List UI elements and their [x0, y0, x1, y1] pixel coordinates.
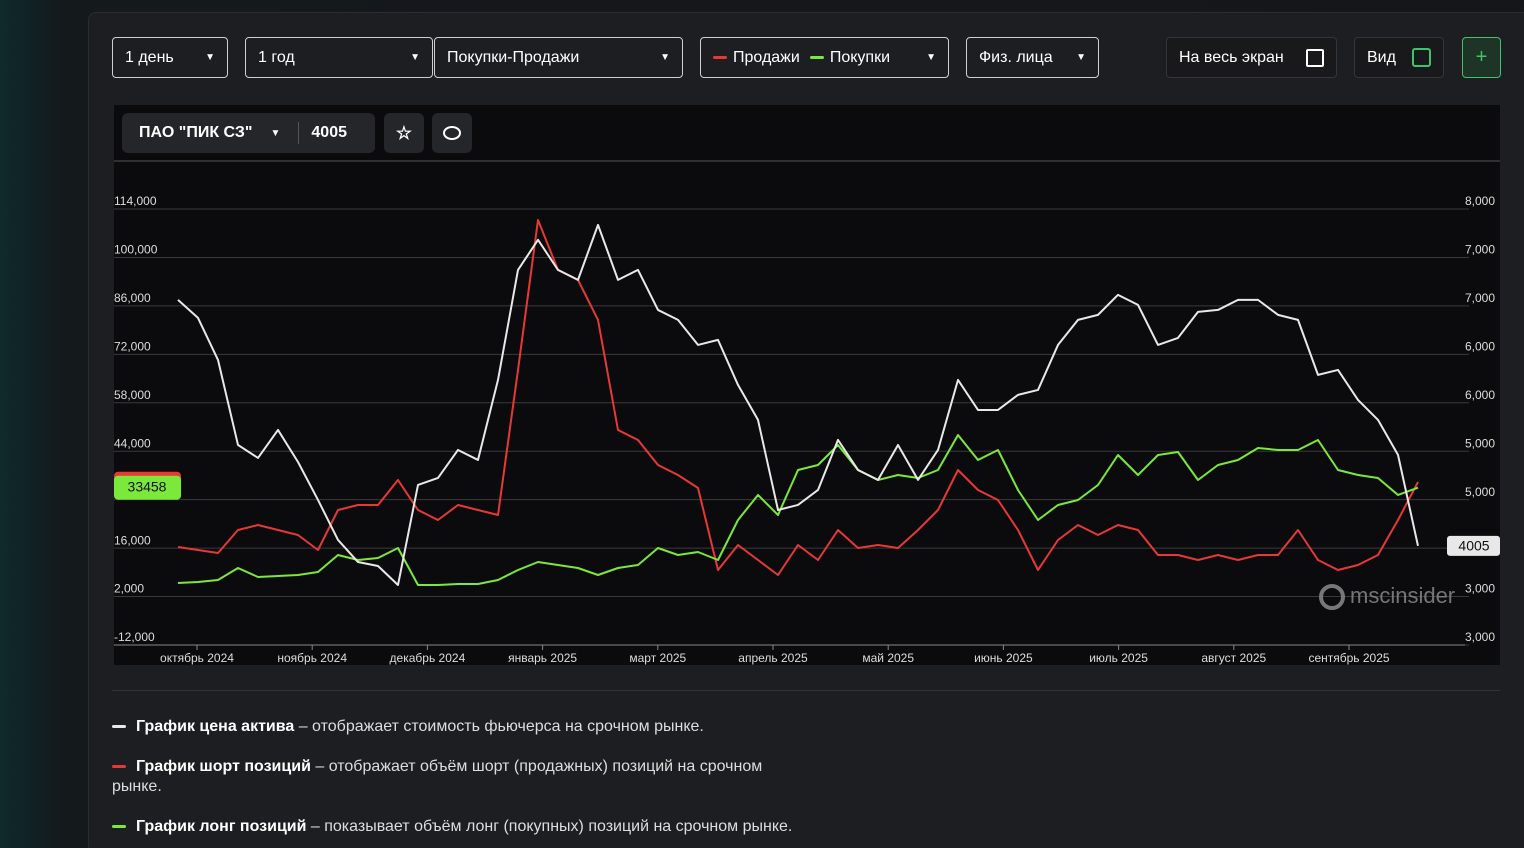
swatch: [112, 825, 126, 829]
y-tick-label: 86,000: [114, 291, 151, 305]
label: Физ. лица: [979, 48, 1053, 66]
y2-tick-label: 6,000: [1465, 388, 1495, 402]
separator: [112, 690, 1500, 691]
fullscreen-button[interactable]: На весь экран: [1166, 37, 1337, 78]
note: График лонг позиций – показывает объём л…: [112, 817, 812, 837]
x-tick-label: июнь 2025: [974, 651, 1033, 665]
x-tick-label: октябрь 2024: [160, 651, 234, 665]
icon: [1412, 48, 1431, 67]
y-tick-label: 16,000: [114, 533, 151, 547]
swatch: [112, 765, 126, 769]
x-tick-label: ноябрь 2024: [277, 651, 347, 665]
y-tick-label: 72,000: [114, 340, 151, 354]
instrument-code: 4005: [311, 124, 347, 141]
y-tick-label: 58,000: [114, 388, 151, 402]
y2-tick-label: 8,000: [1465, 194, 1495, 208]
y2-tick-label: 7,000: [1465, 243, 1495, 257]
mode-select[interactable]: Покупки-Продажи ▼: [434, 37, 683, 78]
legend-label: Покупки: [829, 48, 891, 66]
icon: [1306, 48, 1324, 67]
label: 1 день: [125, 48, 174, 66]
watermark: mscinsider: [1350, 583, 1455, 608]
last-value-badge: [114, 475, 181, 500]
label: 1 год: [258, 48, 295, 66]
chevron: ▼: [270, 127, 281, 139]
y2-tick-label: 3,000: [1465, 630, 1495, 644]
series-select[interactable]: Продажи Покупки ▼: [700, 37, 949, 78]
chevron: ▼: [926, 52, 936, 63]
note-title: График шорт позиций: [136, 758, 311, 775]
legend-label: Продажи: [733, 48, 800, 66]
label: Покупки-Продажи: [447, 48, 580, 66]
legend-swatch: [809, 56, 824, 59]
last-price-label: 4005: [1458, 538, 1489, 554]
x-tick-label: август 2025: [1201, 651, 1266, 665]
y2-tick-label: 5,000: [1465, 485, 1495, 499]
label: Вид: [1367, 48, 1396, 66]
x-tick-label: январь 2025: [508, 651, 577, 665]
note-title: График лонг позиций: [136, 818, 307, 835]
range-select[interactable]: 1 год ▼: [245, 37, 433, 78]
chevron: ▼: [205, 52, 215, 63]
y-tick-label: 100,000: [114, 243, 158, 257]
label: На весь экран: [1179, 48, 1284, 66]
divider: [298, 122, 300, 144]
y2-tick-label: 5,000: [1465, 436, 1495, 450]
note: График шорт позиций – отображает объём ш…: [112, 757, 812, 797]
x-tick-label: декабрь 2024: [390, 651, 466, 665]
x-tick-label: сентябрь 2025: [1308, 651, 1389, 665]
note: График цена актива – отображает стоимост…: [112, 717, 812, 737]
y-tick-label: -12,000: [114, 630, 155, 644]
chart-panel: [114, 105, 1500, 665]
add-button[interactable]: +: [1462, 37, 1501, 78]
instrument-select[interactable]: ПАО "ПИК СЗ" ▼ 4005: [122, 113, 375, 153]
x-tick-label: март 2025: [629, 651, 686, 665]
x-tick-label: май 2025: [862, 651, 914, 665]
series-line: [177, 223, 1419, 586]
y-tick-label: 44,000: [114, 436, 151, 450]
x-tick-label: июль 2025: [1089, 651, 1148, 665]
note-text: – показывает объём лонг (покупных) позиц…: [306, 818, 793, 835]
swatch: [112, 725, 126, 729]
favorite-button[interactable]: ☆: [384, 113, 424, 153]
last-value-label: 33458: [128, 478, 167, 494]
notes: График цена актива – отображает стоимост…: [112, 717, 812, 848]
note-text: – отображает объём шорт (продажных) пози…: [112, 758, 763, 795]
last-price-badge: [1447, 535, 1500, 556]
visibility-button[interactable]: [432, 113, 472, 153]
chevron: ▼: [1076, 52, 1086, 63]
series-line: [177, 218, 1419, 576]
legend-swatch: [713, 56, 727, 59]
y2-tick-label: 7,000: [1465, 291, 1495, 305]
group-select[interactable]: Физ. лица ▼: [966, 37, 1099, 78]
series-line: [177, 433, 1419, 586]
watermark-logo: [1319, 584, 1345, 610]
view-button[interactable]: Вид: [1354, 37, 1444, 78]
y2-tick-label: 3,000: [1465, 582, 1495, 596]
period-select[interactable]: 1 день ▼: [112, 37, 228, 78]
y-tick-label: 2,000: [114, 582, 144, 596]
y2-tick-label: 6,000: [1465, 340, 1495, 354]
chevron: ▼: [410, 52, 420, 63]
note-text: – отображает стоимость фьючерса на срочн…: [294, 718, 704, 735]
note-title: График цена актива: [136, 718, 295, 735]
instrument-name: ПАО "ПИК СЗ": [139, 124, 253, 141]
icon: [443, 126, 461, 140]
chevron: ▼: [660, 52, 670, 63]
x-tick-label: апрель 2025: [738, 651, 808, 665]
y-tick-label: 114,000: [114, 194, 157, 208]
